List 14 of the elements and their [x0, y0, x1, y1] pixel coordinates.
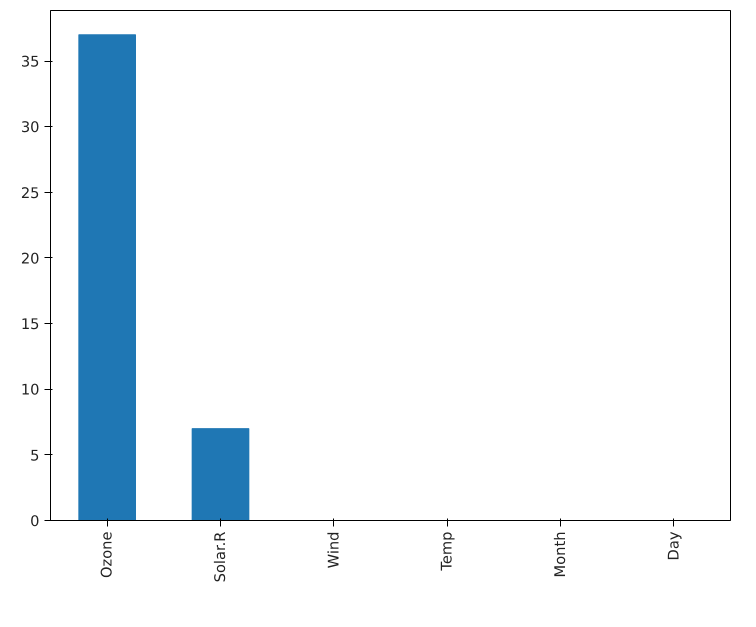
x-tick-label: Day	[665, 531, 682, 560]
y-tick-label: 30	[20, 119, 40, 136]
y-tick-label: 35	[20, 54, 40, 71]
x-tick-label: Month	[552, 532, 569, 578]
y-tick-label: 25	[20, 184, 40, 202]
x-tick-label: Temp	[438, 531, 456, 572]
x-tick-label: Solar.R	[212, 531, 229, 582]
x-tick-label: Ozone	[98, 531, 116, 578]
y-tick-label: 5	[30, 447, 40, 464]
y-tick-label: 20	[20, 250, 40, 268]
x-tick-label: Wind	[325, 531, 342, 568]
y-tick-label: 0	[30, 513, 40, 530]
y-tick-label: 15	[20, 316, 40, 334]
y-tick-label: 10	[20, 382, 40, 399]
